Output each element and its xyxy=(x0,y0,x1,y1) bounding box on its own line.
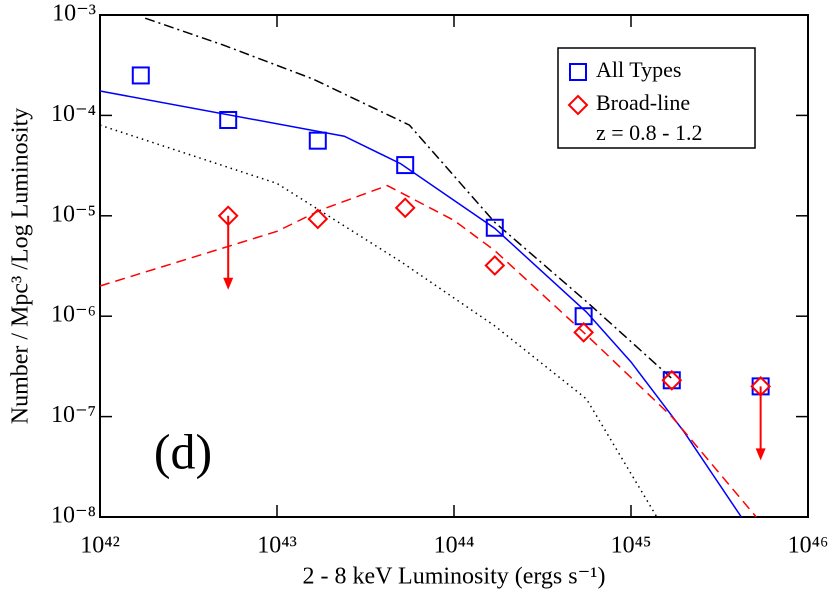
data-point xyxy=(308,131,327,150)
data-point xyxy=(131,66,150,85)
data-point xyxy=(662,371,681,390)
upper-limit-arrowhead xyxy=(223,277,234,290)
data-point xyxy=(217,205,239,227)
legend-marker xyxy=(567,94,589,116)
x-tick-label: 10⁴⁵ xyxy=(611,533,652,559)
data-point xyxy=(750,375,772,397)
y-tick-label: 10⁻⁷ xyxy=(51,402,96,428)
y-tick-label: 10⁻⁴ xyxy=(51,101,96,127)
data-point xyxy=(396,156,415,175)
y-tick-label: 10⁻⁵ xyxy=(51,201,96,227)
legend-label: Broad-line xyxy=(596,90,690,115)
data-point xyxy=(394,197,416,219)
annotation: (d) xyxy=(154,423,212,479)
y-tick-label: 10⁻⁸ xyxy=(51,503,96,529)
legend-marker xyxy=(569,63,587,81)
data-point xyxy=(661,369,683,391)
y-tick-label: 10⁻³ xyxy=(52,1,96,27)
upper-limit-arrowhead xyxy=(755,448,766,461)
data-point xyxy=(307,208,329,230)
data-point xyxy=(573,321,595,343)
legend-label: All Types xyxy=(596,57,681,82)
data-point xyxy=(484,255,506,276)
data-point xyxy=(219,110,238,129)
model-line xyxy=(99,184,757,518)
model-line xyxy=(99,124,658,518)
y-tick-label: 10⁻⁶ xyxy=(51,302,96,328)
model-line xyxy=(144,17,673,379)
y-axis-label: Number / Mpc³ /Log Luminosity xyxy=(8,108,34,425)
legend-note: z = 0.8 - 1.2 xyxy=(596,120,703,145)
x-tick-label: 10⁴² xyxy=(80,533,120,559)
x-axis-label: 2 - 8 keV Luminosity (ergs s⁻¹) xyxy=(303,564,606,590)
x-tick-label: 10⁴³ xyxy=(257,533,297,559)
x-tick-label: 10⁴⁴ xyxy=(434,533,475,559)
x-tick-label: 10⁴⁶ xyxy=(788,533,829,559)
data-point xyxy=(485,218,504,237)
legend-box xyxy=(557,47,756,149)
